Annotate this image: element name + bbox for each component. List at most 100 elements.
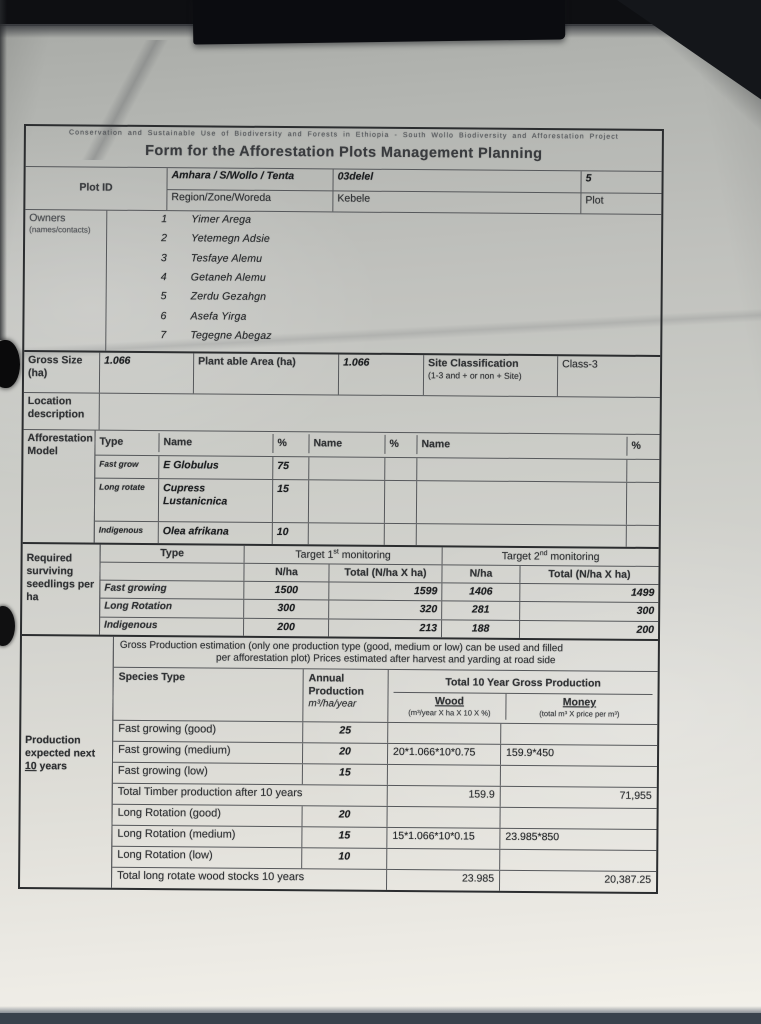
wood-header: Wood (m³/year X ha X 10 X %)	[393, 692, 507, 721]
t1-total: 320	[329, 600, 443, 619]
production-row: Production expected next 10 years Gross …	[20, 633, 658, 893]
model-species	[416, 523, 627, 547]
t2-total: 1499	[630, 587, 655, 600]
t1-nha: 200	[243, 618, 330, 637]
owner-name: Tegegne Abegaz	[190, 329, 272, 343]
target2-header: Target 2nd monitoring	[443, 547, 659, 566]
model-type: Long rotate	[94, 478, 160, 521]
model-pct-header: %	[273, 434, 310, 454]
owners-label: Owners	[29, 211, 66, 225]
wood-value	[388, 723, 502, 745]
wood-value	[387, 765, 501, 787]
model-name-header: Name	[159, 433, 274, 454]
model-row: Long rotate Cupress Lustanicnica 15	[94, 477, 660, 525]
target2-text: Target 2	[501, 549, 540, 563]
ink-blot	[0, 606, 15, 646]
model-pct: 15	[272, 479, 310, 522]
size-row: Gross Size (ha) 1.066 Plant able Area (h…	[23, 349, 661, 397]
wood-value	[387, 807, 501, 829]
model-row: Indigenous Olea afrikana 10	[94, 520, 659, 547]
money-header: Money (total m³ X price per m³)	[506, 694, 652, 722]
owner-name: Getaneh Alemu	[190, 271, 267, 284]
production-header: Species Type Annual Production m³/ha/yea…	[113, 667, 657, 724]
model-species	[308, 479, 386, 523]
page-edge-left	[0, 0, 7, 340]
annual-units: m³/ha/year	[308, 698, 357, 710]
total-timber-row: Total Timber production after 10 years 1…	[112, 783, 657, 809]
plot-id-row: Plot ID Amhara / S/Wollo / Tenta Region/…	[25, 165, 662, 214]
wood-money-headers: Wood (m³/year X ha X 10 X %) Money (tota…	[393, 692, 652, 722]
production-data-row: Fast growing (good) 25	[113, 720, 658, 746]
site-classification-cell: Site Classification (1-3 and + or non + …	[423, 354, 559, 396]
gross-size-value: 1.066	[99, 352, 195, 393]
annual-value: 15	[302, 827, 388, 849]
owner-name: Tesfaye Alemu	[190, 251, 263, 265]
model-pct: 10	[272, 522, 309, 544]
afforestation-form-table: Conservation and Sustainable Use of Biod…	[17, 124, 664, 895]
money-value	[500, 850, 656, 871]
plot-number-label: Plot	[585, 194, 604, 207]
seedlings-row: Required surviving seedlings per ha Type…	[21, 541, 659, 639]
owners-row: Owners (names/contacts) 1 Yimer Arega 2 …	[24, 208, 662, 355]
production-subtable: Gross Production estimation (only one pr…	[111, 636, 658, 893]
t1-nha: 300	[244, 600, 330, 619]
owner-number: 2	[161, 232, 167, 245]
money-value: 23.985*850	[505, 831, 560, 844]
owner-number: 4	[160, 271, 167, 284]
owner-name: Asefa Yirga	[190, 310, 247, 323]
model-subtable: Type Name % Name % Name % Fast grow E Gl…	[93, 430, 660, 547]
total-timber-money: 71,955	[619, 790, 652, 803]
site-classification-sublabel: (1-3 and + or non + Site)	[428, 369, 522, 381]
location-value	[100, 393, 660, 433]
species-name: Fast growing (good)	[113, 721, 304, 743]
model-species	[417, 457, 628, 482]
seedlings-subtable: Type Target 1st monitoring Target 2nd mo…	[98, 544, 659, 639]
model-type: Fast grow	[95, 455, 160, 478]
owner-name: Zerdu Gezahgn	[190, 290, 267, 304]
model-name-header: Name	[309, 434, 386, 455]
site-classification-label: Site Classification	[428, 356, 519, 370]
site-classification-value: Class-3	[562, 357, 598, 371]
owners-label-cell: Owners (names/contacts)	[24, 209, 108, 351]
model-type: Indigenous	[94, 521, 159, 543]
model-name-header: Name	[417, 435, 628, 456]
owners-sublabel: (names/contacts)	[29, 225, 91, 235]
production-data-row: Fast growing (low) 15	[112, 762, 657, 788]
production-data-row: Long Rotation (low) 10	[112, 846, 657, 872]
seedlings-type-header: Type	[100, 544, 245, 563]
form-header: Conservation and Sustainable Use of Biod…	[26, 126, 662, 171]
annual-value: 20	[302, 743, 389, 765]
total-header: Total (N/ha X ha)	[329, 564, 443, 583]
annual-value: 25	[303, 722, 389, 744]
model-pct-header: %	[385, 434, 418, 455]
location-row: Location description	[23, 391, 660, 434]
gross-size-label: Gross Size (ha)	[23, 351, 101, 393]
model-species: E Globulus	[159, 455, 274, 479]
region-label: Region/Zone/Woreda	[171, 191, 272, 204]
money-formula: (total m³ X price per m³)	[539, 709, 620, 719]
owner-name: Yimer Arega	[191, 213, 252, 226]
model-type-header: Type	[95, 432, 160, 453]
owner-number: 5	[160, 290, 167, 303]
t2-total: 300	[636, 605, 655, 618]
owner-number: 3	[160, 251, 167, 264]
model-pct	[384, 480, 418, 523]
production-data-row: Fast growing (medium) 20 20*1.066*10*0.7…	[112, 741, 658, 767]
nha-header: N/ha	[442, 565, 521, 584]
seedlings-label: Required surviving seedlings per ha	[21, 543, 101, 635]
seedlings-type: Long Rotation	[100, 599, 245, 618]
model-row: Fast grow E Globulus 75	[95, 454, 660, 482]
model-pct	[384, 523, 417, 545]
wood-value: 15*1.066*10*0.15	[387, 828, 501, 850]
t2-nha: 188	[441, 619, 521, 638]
total-10yr-header: Total 10 Year Gross Production Wood (m³/…	[388, 670, 657, 725]
seedlings-type: Fast growing	[100, 580, 245, 600]
t1-nha: 1500	[244, 582, 330, 600]
model-species	[416, 480, 628, 525]
production-note: Gross Production estimation (only one pr…	[113, 636, 658, 672]
wood-formula: (m³/year X ha X 10 X %)	[408, 708, 491, 718]
production-label: Production expected next 10 years	[20, 635, 114, 889]
target2-sup: nd	[539, 549, 548, 557]
target2-text: monitoring	[547, 550, 600, 563]
